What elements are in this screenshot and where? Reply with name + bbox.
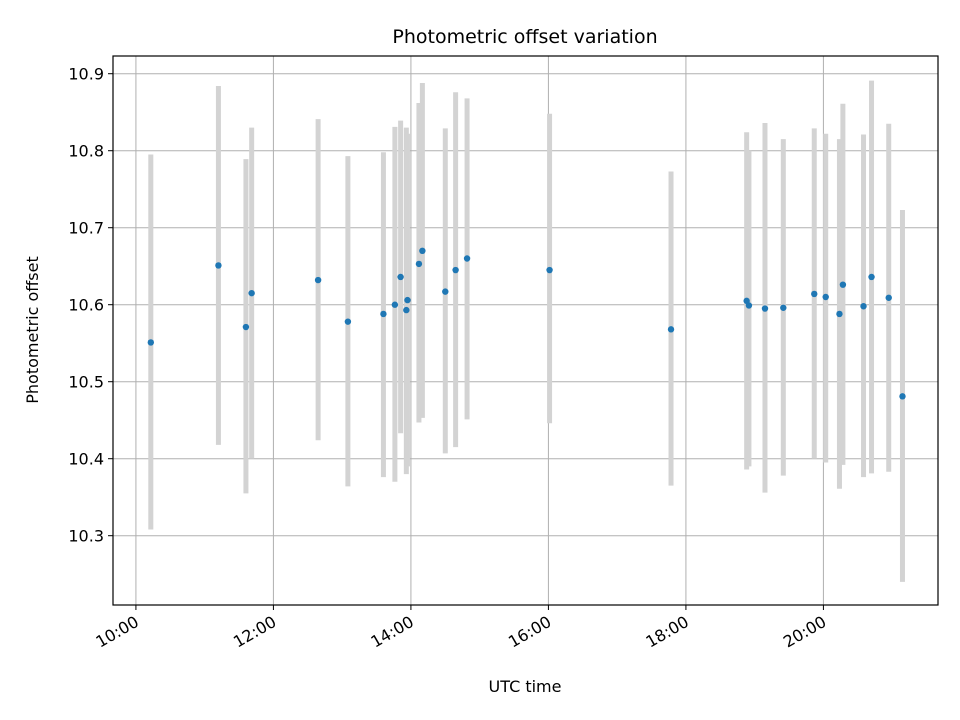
data-point: [780, 304, 787, 311]
data-point: [380, 310, 387, 318]
data-point: [546, 266, 553, 274]
data-point: [667, 326, 675, 333]
y-tick-label: 10.8: [68, 142, 104, 161]
y-tick-label: 10.5: [68, 373, 104, 392]
y-tick-label: 10.6: [68, 296, 104, 315]
data-point: [314, 276, 322, 284]
data-point: [147, 339, 155, 346]
data-point: [442, 288, 449, 295]
data-point: [242, 323, 250, 331]
data-point: [836, 310, 843, 318]
chart-title: Photometric offset variation: [392, 26, 657, 48]
data-point: [868, 273, 875, 281]
plot-frame: [112, 55, 939, 606]
y-tick-label: 10.3: [68, 527, 104, 546]
data-point: [391, 301, 399, 308]
data-point: [415, 260, 423, 268]
data-point: [248, 289, 255, 297]
data-point: [397, 273, 404, 281]
data-point: [745, 302, 753, 309]
data-point: [839, 281, 847, 288]
data-point: [452, 266, 459, 274]
y-tick-label: 10.4: [68, 450, 104, 469]
x-axis-label: UTC time: [489, 677, 562, 696]
data-point: [215, 262, 222, 269]
y-axis-label: Photometric offset: [23, 256, 42, 404]
data-point: [344, 318, 352, 325]
data-point: [419, 247, 426, 255]
data-point: [822, 293, 829, 301]
data-point: [885, 294, 892, 301]
data-point: [899, 393, 906, 400]
data-point: [403, 306, 410, 314]
y-tick-label: 10.9: [68, 65, 104, 84]
data-point: [463, 255, 471, 262]
data-point: [860, 303, 867, 310]
data-point: [811, 290, 818, 298]
y-tick-label: 10.7: [68, 219, 104, 238]
y-axis: 10.3 10.4 10.5 10.6 10.7 10.8 10.9: [68, 65, 113, 546]
marker-layer: [147, 247, 906, 400]
data-point: [404, 296, 411, 304]
data-point: [761, 305, 769, 312]
